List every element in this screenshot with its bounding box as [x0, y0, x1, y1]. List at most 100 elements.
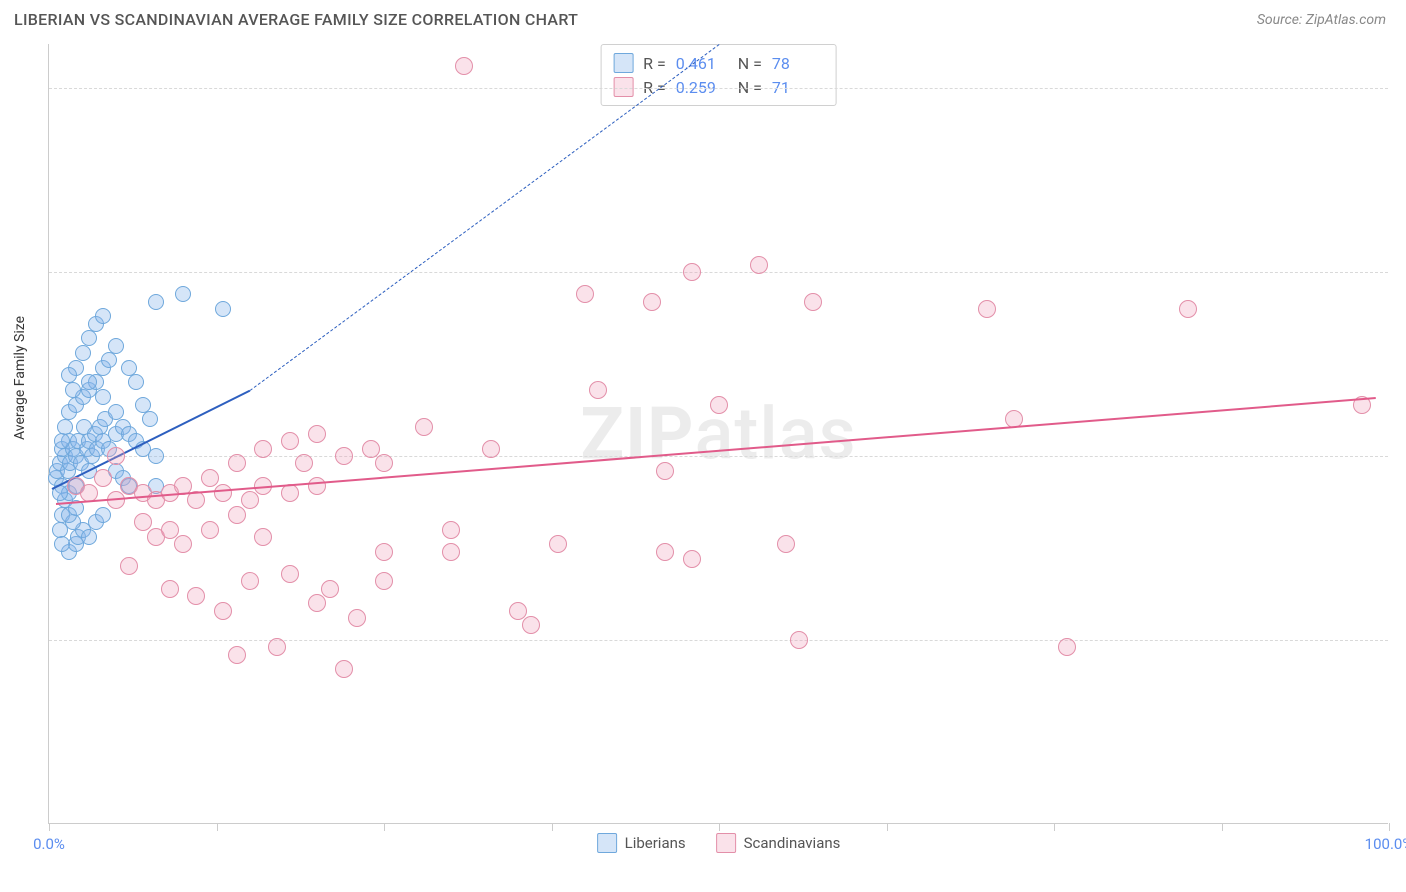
data-point — [134, 513, 152, 531]
data-point — [120, 557, 138, 575]
data-point — [161, 521, 179, 539]
data-point — [790, 631, 808, 649]
legend-label: Scandinavians — [744, 834, 841, 852]
data-point — [201, 521, 219, 539]
data-point — [683, 263, 701, 281]
data-point — [804, 293, 822, 311]
gridline-h — [49, 272, 1388, 273]
data-point — [589, 381, 607, 399]
data-point — [335, 660, 353, 678]
data-point — [187, 587, 205, 605]
x-tick — [1222, 823, 1223, 831]
data-point — [135, 397, 151, 413]
data-point — [308, 477, 326, 495]
data-point — [335, 447, 353, 465]
data-point — [375, 543, 393, 561]
series-swatch — [613, 53, 633, 73]
data-point — [95, 507, 111, 523]
correlation-stats-box: R =0.461N =78R =0.259N =71 — [600, 44, 837, 106]
data-point — [65, 382, 81, 398]
data-point — [308, 594, 326, 612]
x-tick — [719, 823, 720, 831]
data-point — [254, 440, 272, 458]
data-point — [576, 285, 594, 303]
x-tick — [887, 823, 888, 831]
data-point — [656, 543, 674, 561]
x-tick — [1389, 823, 1390, 831]
data-point — [75, 345, 91, 361]
data-point — [107, 447, 125, 465]
data-point — [308, 425, 326, 443]
r-label: R = — [643, 54, 666, 73]
data-point — [201, 469, 219, 487]
data-point — [750, 256, 768, 274]
data-point — [61, 367, 77, 383]
data-point — [81, 374, 97, 390]
data-point — [81, 330, 97, 346]
data-point — [142, 411, 158, 427]
data-point — [710, 396, 728, 414]
data-point — [241, 572, 259, 590]
data-point — [121, 360, 137, 376]
data-point — [228, 454, 246, 472]
data-point — [268, 638, 286, 656]
gridline-h — [49, 456, 1388, 457]
x-tick — [49, 823, 50, 831]
data-point — [94, 469, 112, 487]
data-point — [148, 448, 164, 464]
gridline-h — [49, 640, 1388, 641]
data-point — [683, 550, 701, 568]
gridline-h — [49, 88, 1388, 89]
x-tick-label: 0.0% — [33, 835, 65, 853]
x-tick — [217, 823, 218, 831]
data-point — [95, 308, 111, 324]
trend-line-extrapolated — [250, 44, 720, 391]
data-point — [295, 454, 313, 472]
data-point — [54, 536, 70, 552]
series-swatch — [613, 77, 633, 97]
series-legend: Liberians Scandinavians — [597, 833, 841, 853]
data-point — [1179, 300, 1197, 318]
data-point — [254, 528, 272, 546]
x-tick — [1054, 823, 1055, 831]
scatter-chart: ZIPatlas R =0.461N =78R =0.259N =71 Libe… — [48, 44, 1388, 824]
data-point — [108, 338, 124, 354]
data-point — [214, 484, 232, 502]
data-point — [482, 440, 500, 458]
n-label: N = — [738, 78, 762, 97]
data-point — [161, 580, 179, 598]
y-tick-label: 3.50 — [1394, 447, 1406, 465]
y-axis-label: Average Family Size — [12, 316, 28, 440]
x-tick — [552, 823, 553, 831]
data-point — [549, 535, 567, 553]
series-swatch — [597, 833, 617, 853]
data-point — [777, 535, 795, 553]
trend-line — [56, 397, 1376, 505]
data-point — [54, 433, 70, 449]
data-point — [228, 506, 246, 524]
legend-item: Liberians — [597, 833, 686, 853]
data-point — [442, 543, 460, 561]
stats-row: R =0.461N =78 — [613, 51, 824, 75]
x-tick-label: 100.0% — [1365, 835, 1406, 853]
data-point — [656, 462, 674, 480]
data-point — [281, 432, 299, 450]
data-point — [415, 418, 433, 436]
data-point — [95, 389, 111, 405]
data-point — [215, 301, 231, 317]
y-tick-label: 2.25 — [1394, 631, 1406, 649]
n-label: N = — [738, 54, 762, 73]
data-point — [348, 609, 366, 627]
header: LIBERIAN VS SCANDINAVIAN AVERAGE FAMILY … — [0, 0, 1406, 35]
series-swatch — [716, 833, 736, 853]
data-point — [509, 602, 527, 620]
chart-title: LIBERIAN VS SCANDINAVIAN AVERAGE FAMILY … — [14, 10, 578, 29]
data-point — [214, 602, 232, 620]
data-point — [108, 404, 124, 420]
y-tick-label: 4.75 — [1394, 263, 1406, 281]
legend-item: Scandinavians — [716, 833, 841, 853]
data-point — [281, 565, 299, 583]
data-point — [978, 300, 996, 318]
data-point — [101, 352, 117, 368]
data-point — [174, 535, 192, 553]
